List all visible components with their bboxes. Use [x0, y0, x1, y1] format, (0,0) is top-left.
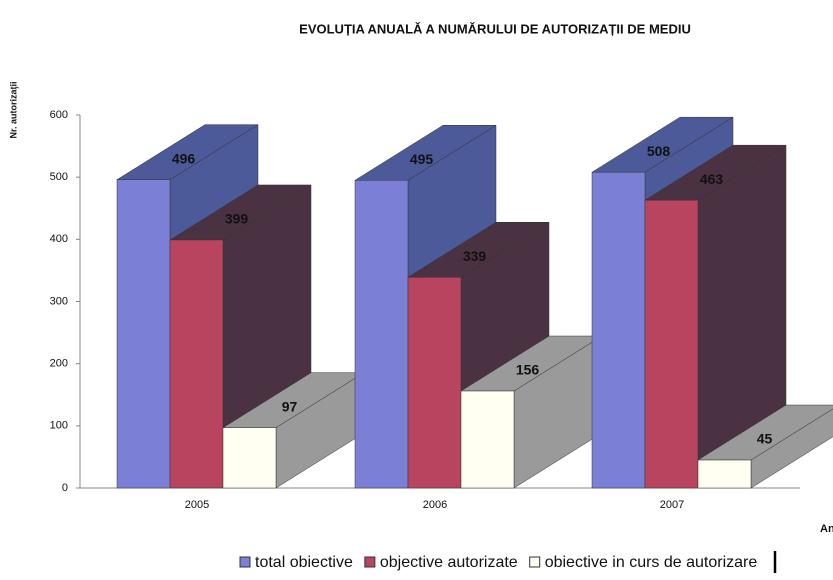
data-label: 156 [516, 362, 540, 378]
x-tick-label: 2005 [185, 499, 209, 511]
legend-label: objective autorizate [380, 554, 518, 571]
data-label: 45 [757, 431, 773, 447]
bar [644, 199, 699, 489]
x-tick-label: 2007 [660, 499, 684, 511]
data-label: 399 [225, 211, 249, 227]
legend-swatch [529, 556, 541, 568]
bar [407, 277, 462, 489]
y-tick-label: 0 [62, 482, 68, 494]
data-label: 496 [172, 150, 196, 166]
bar [116, 179, 171, 489]
bar [222, 427, 277, 489]
x-tick-label: 2006 [423, 499, 447, 511]
legend-label: obiective in curs de autorizare [545, 554, 758, 571]
y-tick-label: 400 [50, 233, 68, 245]
data-label: 495 [410, 151, 434, 167]
bar [169, 239, 224, 489]
bar [354, 180, 409, 489]
data-label: 339 [463, 248, 487, 264]
data-label: 463 [700, 171, 724, 187]
legend-label: total obiective [255, 554, 353, 571]
y-tick-label: 300 [50, 295, 68, 307]
y-tick-label: 100 [50, 420, 68, 432]
legend-swatch [239, 556, 251, 568]
data-label: 97 [282, 398, 298, 414]
y-tick-label: 600 [50, 109, 68, 121]
y-tick-label: 500 [50, 171, 68, 183]
bar [591, 171, 646, 489]
x-axis-label: An [820, 523, 833, 535]
legend-swatch [364, 556, 376, 568]
bar [460, 390, 515, 489]
data-label: 508 [647, 143, 671, 159]
bar [697, 459, 752, 489]
y-tick-label: 200 [50, 358, 68, 370]
chart-title: EVOLUȚIA ANUALĂ A NUMĂRULUI DE AUTORIZAȚ… [299, 21, 691, 36]
y-axis-label: Nr. autorizaţii [8, 81, 18, 138]
